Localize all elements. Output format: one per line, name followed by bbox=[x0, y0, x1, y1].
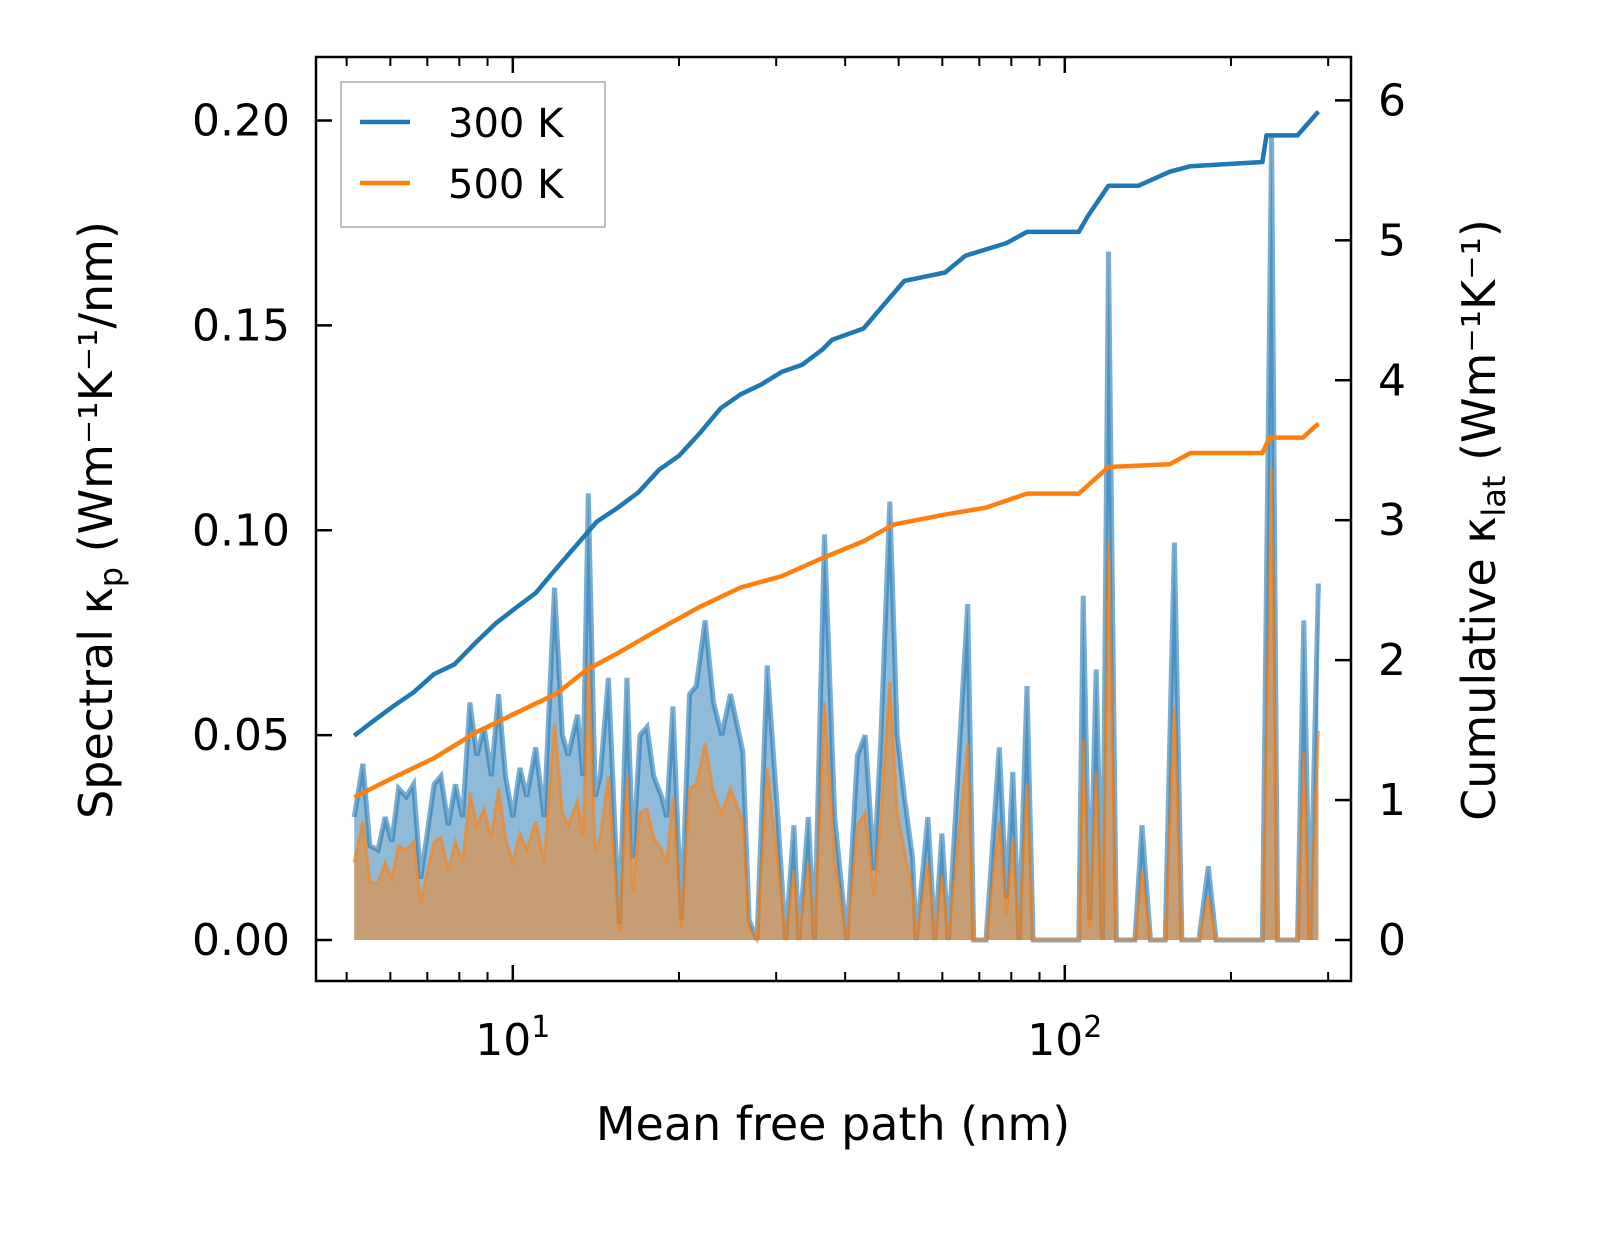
x-tick-label: 102 bbox=[1027, 1010, 1102, 1066]
right-y-tick-label: 5 bbox=[1378, 215, 1406, 266]
left-y-tick-label: 0.15 bbox=[192, 300, 290, 351]
right-y-tick-label: 2 bbox=[1378, 635, 1406, 686]
x-tick-label: 101 bbox=[475, 1010, 550, 1066]
right-y-axis-label: Cumulative κlat (Wm⁻¹K⁻¹) bbox=[1452, 219, 1513, 821]
left-y-axis-label: Spectral κp (Wm⁻¹K⁻¹/nm) bbox=[69, 221, 130, 819]
right-y-tick-label: 6 bbox=[1378, 75, 1406, 126]
right-y-tick-label: 3 bbox=[1378, 495, 1406, 546]
left-y-tick-label: 0.05 bbox=[192, 710, 290, 761]
right-y-tick-label: 0 bbox=[1378, 915, 1406, 966]
axes: 101 102 0.00 0.05 0.10 0.15 0.20 0 1 2 3 4 5 6 bbox=[192, 55, 1406, 1066]
cumulative-line-500k bbox=[353, 421, 1320, 800]
cumulative-line-300k bbox=[352, 110, 1321, 738]
x-axis-label: Mean free path (nm) bbox=[596, 1097, 1070, 1151]
right-y-tick-label: 1 bbox=[1378, 775, 1406, 826]
legend-box bbox=[340, 81, 606, 228]
right-y-tick-label: 4 bbox=[1378, 355, 1406, 406]
left-y-tick-label: 0.10 bbox=[192, 505, 290, 556]
left-y-tick-label: 0.20 bbox=[192, 96, 290, 147]
spectral-line-500k bbox=[352, 468, 1320, 945]
legend-label-500k: 500 K bbox=[448, 162, 565, 208]
legend-label-300k: 300 K bbox=[448, 101, 565, 147]
plot-area bbox=[351, 110, 1321, 945]
legend: 300 K 500 K bbox=[340, 81, 606, 228]
left-y-tick-label: 0.00 bbox=[192, 915, 290, 966]
spectral-area-500k bbox=[354, 468, 1319, 941]
